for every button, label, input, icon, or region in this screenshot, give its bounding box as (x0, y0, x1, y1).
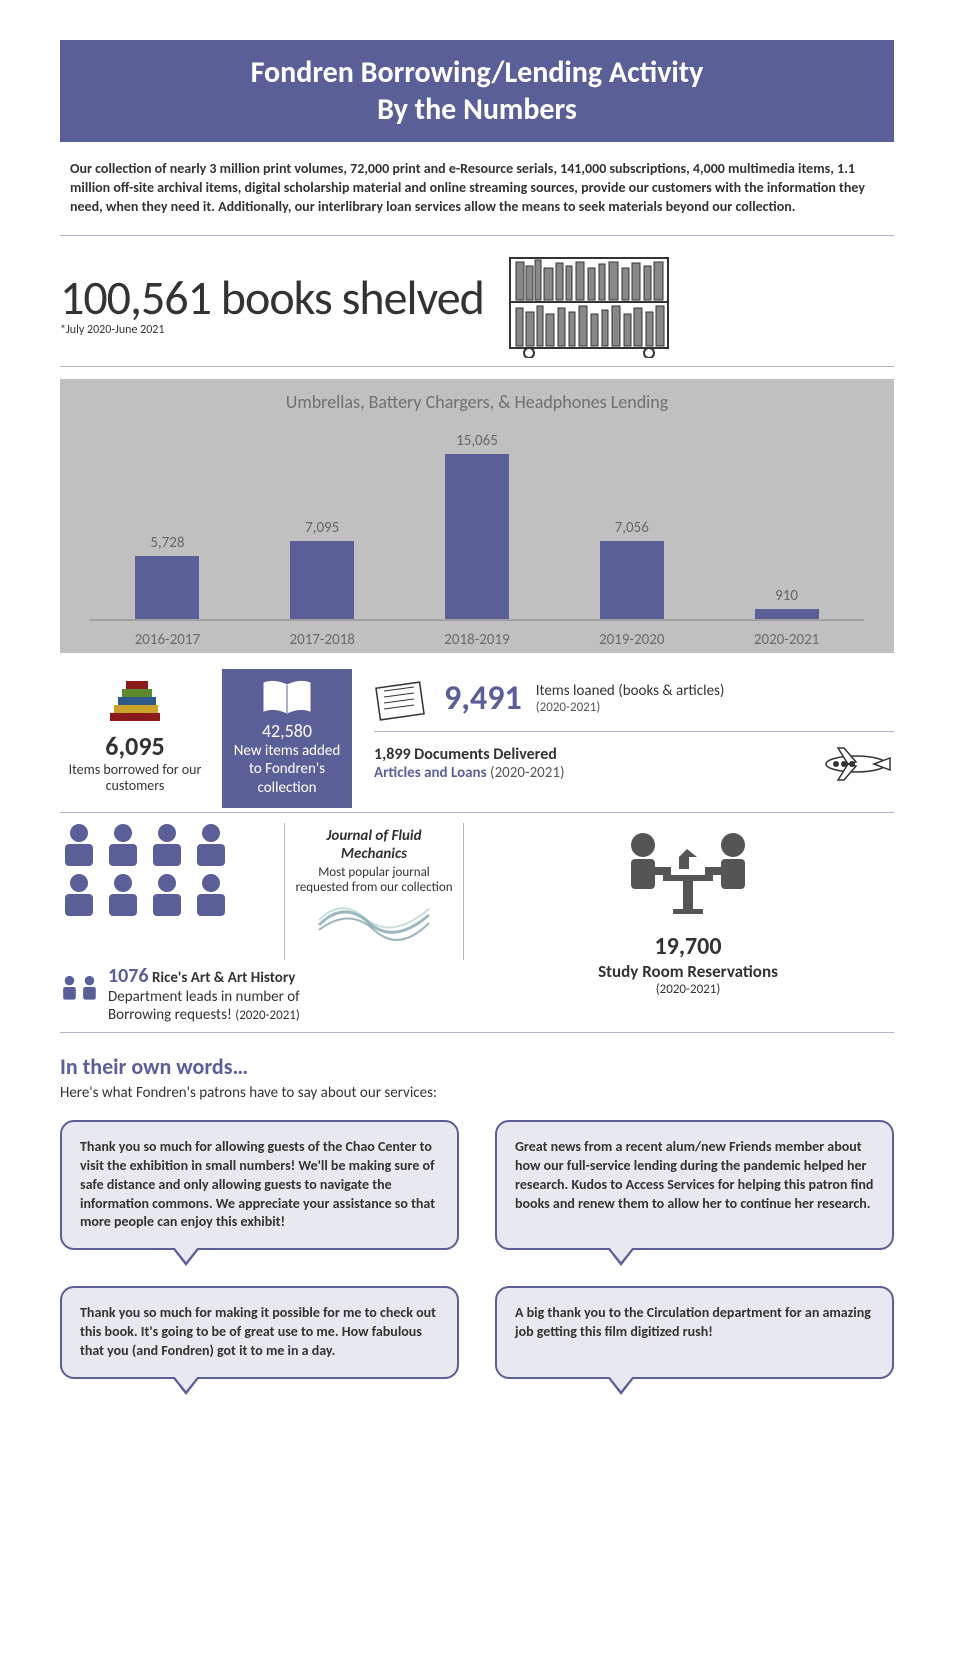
department-people-block: Journal of Fluid Mechanics Most popular … (60, 823, 472, 1024)
divider (60, 366, 894, 367)
bar (445, 454, 509, 619)
new-items-value: 42,580 (230, 720, 344, 742)
bar-value-label: 7,095 (305, 519, 339, 537)
person-icon (192, 823, 230, 867)
study-desk-icon (603, 827, 773, 927)
newspaper-icon (374, 677, 430, 721)
popular-journal-stat: Journal of Fluid Mechanics Most popular … (284, 823, 464, 960)
bar-column: 7,095 (245, 431, 400, 619)
bar (755, 609, 819, 619)
divider (60, 1032, 894, 1033)
airplane-icon (814, 742, 894, 786)
documents-delivered-stat: 1,899 Documents Delivered Articles and L… (374, 732, 894, 796)
delivered-period: (2020-2021) (490, 764, 565, 782)
bar-value-label: 15,065 (456, 432, 498, 450)
quotes-subheading: Here's what Fondren's patrons have to sa… (60, 1084, 894, 1102)
new-items-stat: 42,580 New items added to Fondren's coll… (222, 669, 352, 808)
person-icon (104, 873, 142, 917)
quote-bubble: Great news from a recent alum/new Friend… (495, 1120, 894, 1250)
bar-column: 910 (709, 431, 864, 619)
person-icon (104, 823, 142, 867)
bar-value-label: 7,056 (615, 519, 649, 537)
quote-bubble: Thank you so much for allowing guests of… (60, 1120, 459, 1250)
quotes-heading: In their own words… (60, 1053, 894, 1080)
people-icons (60, 823, 270, 960)
quote-bubble: Thank you so much for making it possible… (60, 1286, 459, 1379)
book-stack-icon (100, 677, 170, 725)
lending-bar-chart: Umbrellas, Battery Chargers, & Headphone… (60, 379, 894, 653)
new-items-label: New items added to Fondren's collection (230, 742, 344, 798)
person-icon (60, 823, 98, 867)
study-room-stat: 19,700 Study Room Reservations (2020-202… (482, 823, 894, 1024)
bar-category-label: 2016-2017 (90, 631, 245, 649)
study-room-period: (2020-2021) (482, 982, 894, 997)
study-room-value: 19,700 (482, 932, 894, 961)
quotes-grid: Thank you so much for allowing guests of… (60, 1120, 894, 1379)
items-loaned-stat: 9,491 Items loaned (books & articles) (2… (374, 669, 894, 732)
loaned-value: 9,491 (444, 678, 522, 719)
dept-period: (2020-2021) (235, 1008, 300, 1023)
bar-value-label: 5,728 (150, 534, 184, 552)
divider (60, 235, 894, 236)
journal-desc: Most popular journal requested from our … (293, 865, 455, 895)
delivered-line1: 1,899 Documents Delivered (374, 745, 565, 764)
delivered-line2: Articles and Loans (374, 764, 487, 782)
stats-row-2: Journal of Fluid Mechanics Most popular … (60, 812, 894, 1024)
bar-column: 7,056 (554, 431, 709, 619)
dept-name: Rice's Art & Art History (152, 969, 295, 987)
open-book-icon (262, 679, 312, 715)
loaned-period: (2020-2021) (536, 700, 725, 715)
bar-category-label: 2017-2018 (245, 631, 400, 649)
borrowed-label: Items borrowed for our customers (64, 762, 206, 796)
stats-right-column: 9,491 Items loaned (books & articles) (2… (364, 669, 894, 808)
department-stat: 1076 Rice's Art & Art History (108, 964, 300, 988)
study-room-label: Study Room Reservations (482, 961, 894, 982)
person-icon (148, 823, 186, 867)
bar-value-label: 910 (775, 587, 798, 605)
title-line2: By the Numbers (80, 91, 874, 128)
items-borrowed-stat: 6,095 Items borrowed for our customers (60, 669, 210, 808)
bar-category-label: 2019-2020 (554, 631, 709, 649)
person-icon (60, 873, 98, 917)
person-icon (192, 873, 230, 917)
bar-category-label: 2018-2019 (400, 631, 555, 649)
borrowed-value: 6,095 (64, 730, 206, 762)
page-title-banner: Fondren Borrowing/Lending Activity By th… (60, 40, 894, 142)
bar-column: 5,728 (90, 431, 245, 619)
title-line1: Fondren Borrowing/Lending Activity (251, 54, 704, 91)
books-shelved-stat: 100,561 books shelved *July 2020-June 20… (60, 248, 894, 358)
bar (290, 541, 354, 619)
person-icon (148, 873, 186, 917)
people-pair-icon (60, 964, 100, 1012)
bar (600, 541, 664, 618)
bar (135, 556, 199, 619)
books-shelved-value: 100,561 books shelved (60, 268, 484, 327)
smoke-wisp-icon (314, 895, 434, 955)
bar-category-label: 2020-2021 (709, 631, 864, 649)
journal-title: Journal of Fluid Mechanics (293, 827, 455, 863)
bookshelf-icon (504, 248, 674, 358)
stats-row-1: 6,095 Items borrowed for our customers 4… (60, 669, 894, 808)
bar-column: 15,065 (400, 431, 555, 619)
intro-paragraph: Our collection of nearly 3 million print… (70, 160, 884, 217)
quote-bubble: A big thank you to the Circulation depar… (495, 1286, 894, 1379)
dept-line3: Borrowing requests! (108, 1006, 232, 1024)
dept-value: 1076 (108, 964, 149, 988)
loaned-label: Items loaned (books & articles) (536, 682, 725, 700)
dept-line2: Department leads in number of (108, 988, 300, 1006)
chart-title: Umbrellas, Battery Chargers, & Headphone… (90, 391, 864, 413)
